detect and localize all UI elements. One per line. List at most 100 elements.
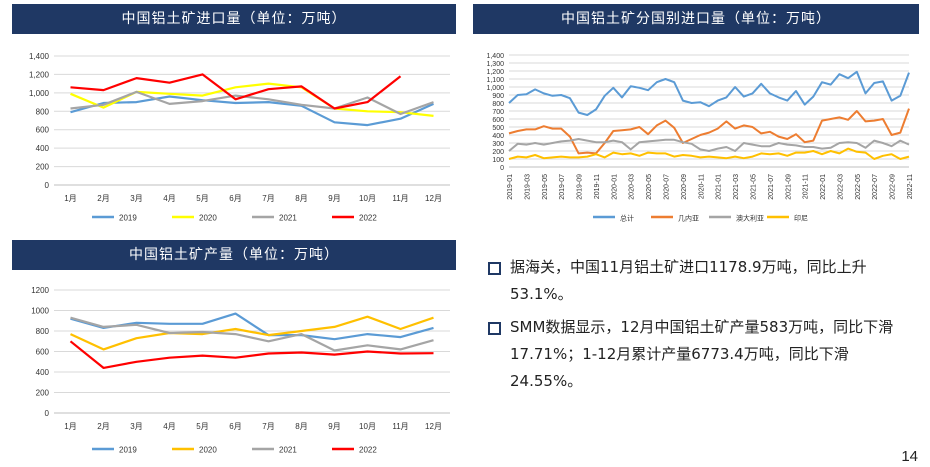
- x-tick-label: 2021-11: [803, 174, 810, 199]
- x-tick-label: 2020-07: [664, 174, 671, 200]
- legend-label: 总计: [620, 214, 634, 223]
- legend-label: 2021: [279, 446, 297, 455]
- chart-production-plot: 0 200 400 600 800 1000 1200 1月 2月 3月 4月 5月 6月 7月 8月 9月 1…: [31, 286, 450, 455]
- chart-import-by-country-plot: 01002003004005006007008009001,0001,1001,…: [486, 53, 914, 223]
- x-tick-label: 8月: [295, 194, 307, 203]
- x-tick-label: 11月: [392, 422, 408, 431]
- y-tick-label: 300: [492, 141, 504, 148]
- x-tick-label: 2020-03: [629, 174, 636, 200]
- x-tick-label: 2020-01: [611, 174, 618, 200]
- x-tick-label: 2020-09: [681, 174, 688, 200]
- x-tick-label: 4月: [163, 194, 175, 203]
- series-line-澳大利亚: [508, 138, 910, 152]
- x-tick-label: 2021-03: [733, 174, 740, 200]
- y-tick-label: 400: [36, 144, 50, 153]
- y-tick-label: 1,000: [29, 89, 50, 98]
- y-tick-label: 500: [492, 125, 504, 132]
- x-tick-label: 2022-05: [855, 174, 862, 200]
- x-tick-label: 1月: [64, 194, 76, 203]
- x-tick-label: 3月: [130, 422, 142, 431]
- series-line-2021: [70, 316, 434, 352]
- series-line-总计: [508, 70, 910, 116]
- x-tick-label: 2022-07: [872, 174, 879, 200]
- x-tick-label: 2020-11: [698, 174, 705, 199]
- chart-title: 中国铝土矿产量（单位：万吨）: [12, 240, 456, 270]
- series-line-2021: [70, 90, 434, 116]
- x-tick-label: 7月: [262, 422, 274, 431]
- x-tick-label: 2月: [97, 194, 109, 203]
- x-tick-label: 6月: [229, 422, 241, 431]
- y-tick-label: 700: [492, 109, 504, 116]
- x-tick-label: 10月: [359, 422, 376, 431]
- x-tick-label: 2019-09: [577, 174, 584, 200]
- y-tick-label: 100: [492, 157, 504, 164]
- legend-label: 几内亚: [678, 214, 699, 223]
- y-tick-label: 1,000: [486, 85, 504, 92]
- x-tick-label: 2020-05: [646, 174, 653, 200]
- x-tick-label: 2022-11: [907, 174, 914, 199]
- x-tick-label: 2022-09: [890, 174, 897, 200]
- x-tick-label: 8月: [295, 422, 307, 431]
- x-tick-label: 2019-01: [507, 174, 514, 200]
- bullet-text: SMM数据显示，12月中国铝土矿产量583万吨，同比下滑17.71%；1-12月…: [510, 318, 894, 390]
- x-tick-label: 2021-07: [768, 174, 775, 200]
- y-tick-label: 600: [36, 126, 50, 135]
- legend-label: 2022: [359, 214, 377, 223]
- x-tick-label: 9月: [328, 194, 340, 203]
- x-tick-label: 11月: [392, 194, 408, 203]
- y-tick-label: 1,400: [29, 52, 50, 61]
- x-tick-label: 2022-03: [837, 174, 844, 200]
- x-tick-label: 2019-11: [594, 174, 601, 199]
- series-line-2022: [70, 73, 402, 110]
- legend-label: 2020: [199, 446, 217, 455]
- x-tick-label: 12月: [425, 422, 442, 431]
- x-tick-label: 2021-01: [716, 174, 723, 200]
- page-number: 14: [901, 448, 918, 465]
- series-line-2019: [70, 95, 434, 127]
- y-tick-label: 1000: [31, 307, 49, 316]
- y-tick-label: 1,100: [486, 77, 504, 84]
- x-tick-label: 2019-05: [542, 174, 549, 200]
- x-tick-label: 3月: [130, 194, 142, 203]
- x-tick-label: 6月: [229, 194, 241, 203]
- series-line-2022: [69, 340, 434, 369]
- x-tick-label: 5月: [196, 194, 208, 203]
- y-tick-label: 0: [45, 409, 50, 418]
- chart-title: 中国铝土矿分国别进口量（单位：万吨）: [473, 4, 919, 34]
- legend-label: 2019: [119, 446, 137, 455]
- y-tick-label: 200: [36, 389, 50, 398]
- y-tick-label: 1,200: [486, 69, 504, 76]
- legend-label: 印尼: [794, 215, 808, 223]
- y-tick-label: 800: [36, 327, 50, 336]
- bullet-square-icon: [488, 262, 501, 275]
- x-tick-label: 2月: [97, 422, 109, 431]
- bullet-item: 据海关，中国11月铝土矿进口1178.9万吨，同比上升53.1%。: [488, 254, 908, 308]
- x-tick-label: 5月: [196, 422, 208, 431]
- x-tick-label: 2019-07: [559, 174, 566, 200]
- y-tick-label: 200: [492, 149, 504, 156]
- bullet-text: 据海关，中国11月铝土矿进口1178.9万吨，同比上升53.1%。: [510, 258, 867, 303]
- chart-title: 中国铝土矿进口量（单位：万吨）: [12, 4, 456, 34]
- chart-import-volume: 中国铝土矿进口量（单位：万吨） 0 200 400 600 800 1,000 1,200 1…: [12, 4, 456, 230]
- legend-label: 2021: [279, 214, 297, 223]
- series-line-几内亚: [508, 108, 910, 155]
- chart-production: 中国铝土矿产量（单位：万吨） 0 200 400 600 800 1000 1200 1月 2月…: [12, 240, 456, 462]
- y-tick-label: 900: [492, 93, 504, 100]
- x-tick-label: 4月: [163, 422, 175, 431]
- series-line-2019: [70, 312, 434, 341]
- y-tick-label: 1200: [31, 286, 49, 295]
- y-tick-label: 1,300: [486, 61, 504, 68]
- x-tick-label: 9月: [328, 422, 340, 431]
- series-line-2020: [70, 315, 434, 351]
- x-tick-label: 2019-03: [524, 174, 531, 200]
- x-tick-label: 10月: [359, 194, 376, 203]
- bullet-item: SMM数据显示，12月中国铝土矿产量583万吨，同比下滑17.71%；1-12月…: [488, 314, 908, 395]
- series-line-印尼: [508, 147, 910, 160]
- x-tick-label: 12月: [425, 194, 442, 203]
- bullet-square-icon: [488, 322, 501, 335]
- y-tick-label: 800: [36, 107, 50, 116]
- x-tick-label: 2021-05: [750, 174, 757, 200]
- legend-label: 2019: [119, 214, 137, 223]
- y-tick-label: 1,200: [29, 70, 50, 79]
- chart-import-by-country: 中国铝土矿分国别进口量（单位：万吨） 0 100 200 300 400 500 600 70…: [473, 4, 919, 234]
